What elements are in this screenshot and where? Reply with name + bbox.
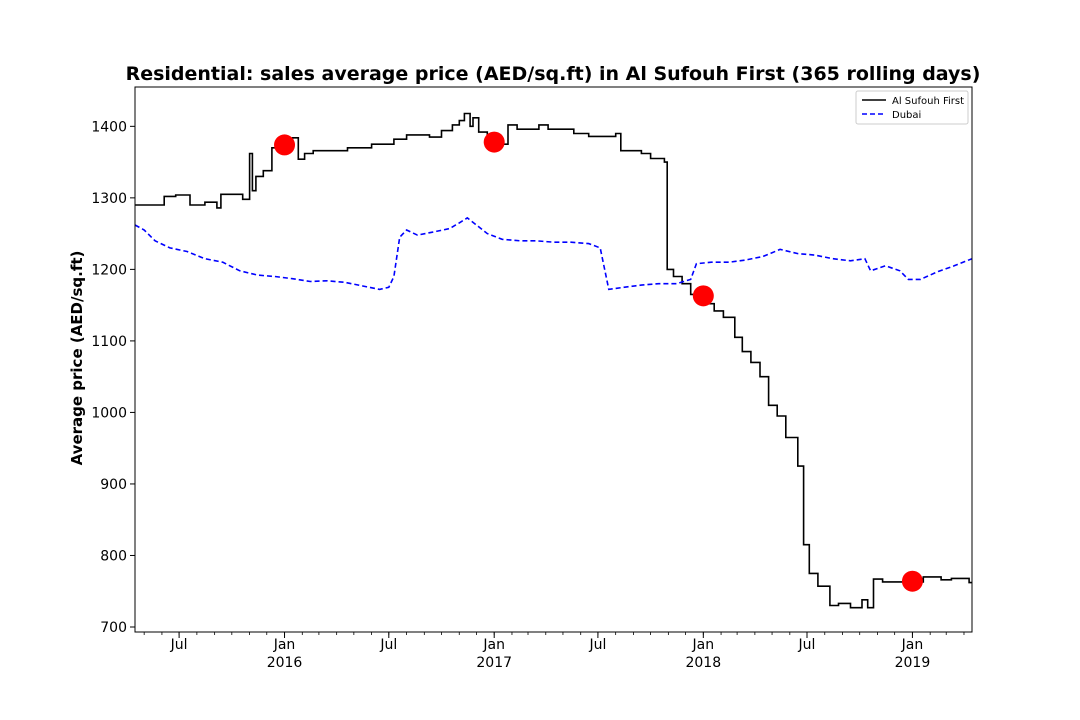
chart-title: Residential: sales average price (AED/sq… [126, 63, 981, 85]
legend-label-dubai: Dubai [892, 110, 921, 121]
y-axis-ticks: 700 800 900 1000 1100 1200 1300 1400 [91, 119, 135, 636]
x-tick-year-label: 2019 [895, 655, 931, 671]
x-tick-year-label: 2016 [267, 655, 303, 671]
marker-point [692, 285, 714, 307]
y-tick-label: 800 [100, 548, 127, 564]
x-tick-year-label: 2018 [685, 655, 721, 671]
plot-area [134, 112, 973, 609]
series-line-al-sufouh-first [135, 112, 972, 609]
x-tick-label: Jan [692, 637, 715, 653]
x-tick-label: Jul [588, 637, 606, 653]
y-tick-label: 1400 [91, 119, 127, 135]
x-tick-label: Jan [273, 637, 296, 653]
series-line-dubai [134, 216, 973, 291]
plot-frame [134, 86, 973, 633]
y-tick-label: 1100 [91, 334, 127, 350]
y-tick-label: 900 [100, 477, 127, 493]
y-tick-label: 1300 [91, 191, 127, 207]
x-tick-label: Jul [170, 637, 188, 653]
x-tick-label: Jul [379, 637, 397, 653]
y-tick-label: 1000 [91, 405, 127, 421]
x-tick-label: Jan [901, 637, 924, 653]
marker-point [483, 131, 505, 153]
legend-label-al-sufouh: Al Sufouh First [892, 96, 964, 107]
x-tick-year-label: 2017 [476, 655, 512, 671]
x-tick-label: Jan [482, 637, 505, 653]
legend: Al Sufouh First Dubai [855, 90, 969, 125]
marker-point [274, 134, 296, 156]
marker-point [901, 570, 923, 592]
x-axis-ticks: Jul Jan 2016 Jul Jan 2017 Jul Jan 2018 Jul Jan 2019 [143, 632, 965, 671]
x-tick-label: Jul [798, 637, 816, 653]
y-tick-label: 1200 [91, 262, 127, 278]
y-tick-label: 700 [100, 620, 127, 636]
y-axis-label: Average price (AED/sq.ft) [68, 251, 86, 466]
